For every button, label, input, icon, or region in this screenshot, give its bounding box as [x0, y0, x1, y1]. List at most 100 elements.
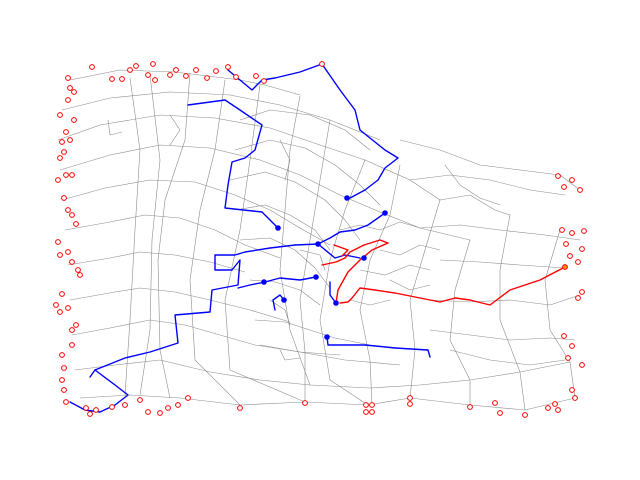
street-segment — [224, 84, 306, 403]
terminal-node — [581, 228, 587, 234]
street-segment — [439, 259, 566, 269]
terminal-node — [59, 139, 65, 145]
terminal-node — [71, 89, 77, 95]
street-segment — [444, 164, 501, 206]
terminal-node — [67, 137, 73, 143]
terminal-node — [109, 404, 115, 410]
terminal-node — [575, 259, 581, 265]
blue-route-segment — [237, 276, 317, 289]
terminal-node — [59, 352, 65, 358]
terminal-node — [89, 64, 95, 70]
street-segment — [389, 279, 431, 291]
street-segment — [61, 179, 331, 246]
terminal-node — [575, 295, 581, 301]
street-segment — [409, 174, 566, 196]
route-origin-dot — [275, 225, 281, 231]
terminal-node — [559, 227, 565, 233]
terminal-node — [185, 395, 191, 401]
terminal-node — [569, 343, 575, 349]
terminal-nodes — [53, 61, 587, 418]
terminal-node — [522, 412, 528, 418]
street-segment — [229, 171, 361, 241]
terminal-node — [467, 404, 473, 410]
street-segment — [359, 264, 431, 276]
terminal-node — [407, 401, 413, 407]
terminal-node — [57, 309, 63, 315]
blue-route-segment — [317, 243, 361, 259]
terminal-node — [57, 155, 63, 161]
route-origin-dot — [361, 255, 367, 261]
street-segment — [71, 319, 341, 356]
street-segment — [339, 221, 421, 231]
terminal-node — [569, 230, 575, 236]
terminal-node — [173, 67, 179, 73]
red-route-segment — [321, 239, 389, 304]
route-origin-dot — [315, 241, 321, 247]
terminal-node — [577, 187, 583, 193]
terminal-node — [71, 117, 77, 123]
street-segment — [399, 139, 581, 191]
route-origin-dot — [344, 195, 350, 201]
street-segment — [359, 164, 401, 406]
blue-route-segment — [69, 212, 386, 413]
street-segment — [79, 394, 576, 411]
terminal-node — [569, 177, 575, 183]
terminal-node — [157, 410, 163, 416]
terminal-node — [497, 410, 503, 416]
terminal-node — [145, 409, 151, 415]
blue-route-segment — [227, 63, 323, 91]
terminal-node — [319, 61, 325, 67]
blue-route-segment — [321, 63, 399, 199]
street-segment — [239, 237, 331, 289]
street-segment — [74, 359, 571, 389]
street-segment — [234, 204, 331, 251]
terminal-node — [73, 221, 79, 227]
terminal-node — [53, 302, 59, 308]
street-segment — [107, 119, 123, 136]
route-origin-dot — [313, 274, 319, 280]
terminal-node — [555, 407, 561, 413]
red-route-segment — [339, 266, 566, 306]
terminal-node — [552, 401, 558, 407]
terminal-node — [77, 272, 83, 278]
terminal-node — [545, 405, 551, 411]
street-segment — [409, 199, 441, 399]
terminal-node — [567, 253, 573, 259]
street-segment — [269, 299, 291, 326]
terminal-node — [87, 411, 93, 417]
terminal-node — [122, 402, 128, 408]
terminal-node — [579, 246, 585, 252]
terminal-node — [69, 259, 75, 265]
terminal-node — [133, 63, 139, 69]
route-origin-dots — [261, 195, 388, 340]
terminal-node — [369, 402, 375, 408]
terminal-node — [65, 75, 71, 81]
terminal-node — [69, 172, 75, 178]
terminal-node — [237, 405, 243, 411]
terminal-node — [61, 365, 67, 371]
street-segment — [279, 139, 291, 181]
street-segment — [449, 239, 471, 406]
terminal-node — [61, 149, 67, 155]
terminal-node — [407, 395, 413, 401]
terminal-node — [579, 362, 585, 368]
terminal-node — [83, 405, 89, 411]
street-segment — [429, 329, 576, 341]
terminal-node — [55, 177, 61, 183]
route-origin-dot — [333, 300, 339, 306]
terminal-node — [59, 377, 65, 383]
terminal-node — [57, 252, 63, 258]
terminal-node — [261, 78, 267, 84]
blue-route-segment — [326, 336, 431, 358]
street-segment — [69, 287, 291, 323]
terminal-node — [233, 74, 239, 80]
blue-routes — [69, 63, 431, 413]
street-segment — [59, 144, 471, 241]
route-origin-dot — [324, 334, 330, 340]
terminal-node — [165, 405, 171, 411]
blue-route-segment — [329, 281, 337, 304]
terminal-node — [492, 400, 498, 406]
terminal-node — [59, 291, 65, 297]
